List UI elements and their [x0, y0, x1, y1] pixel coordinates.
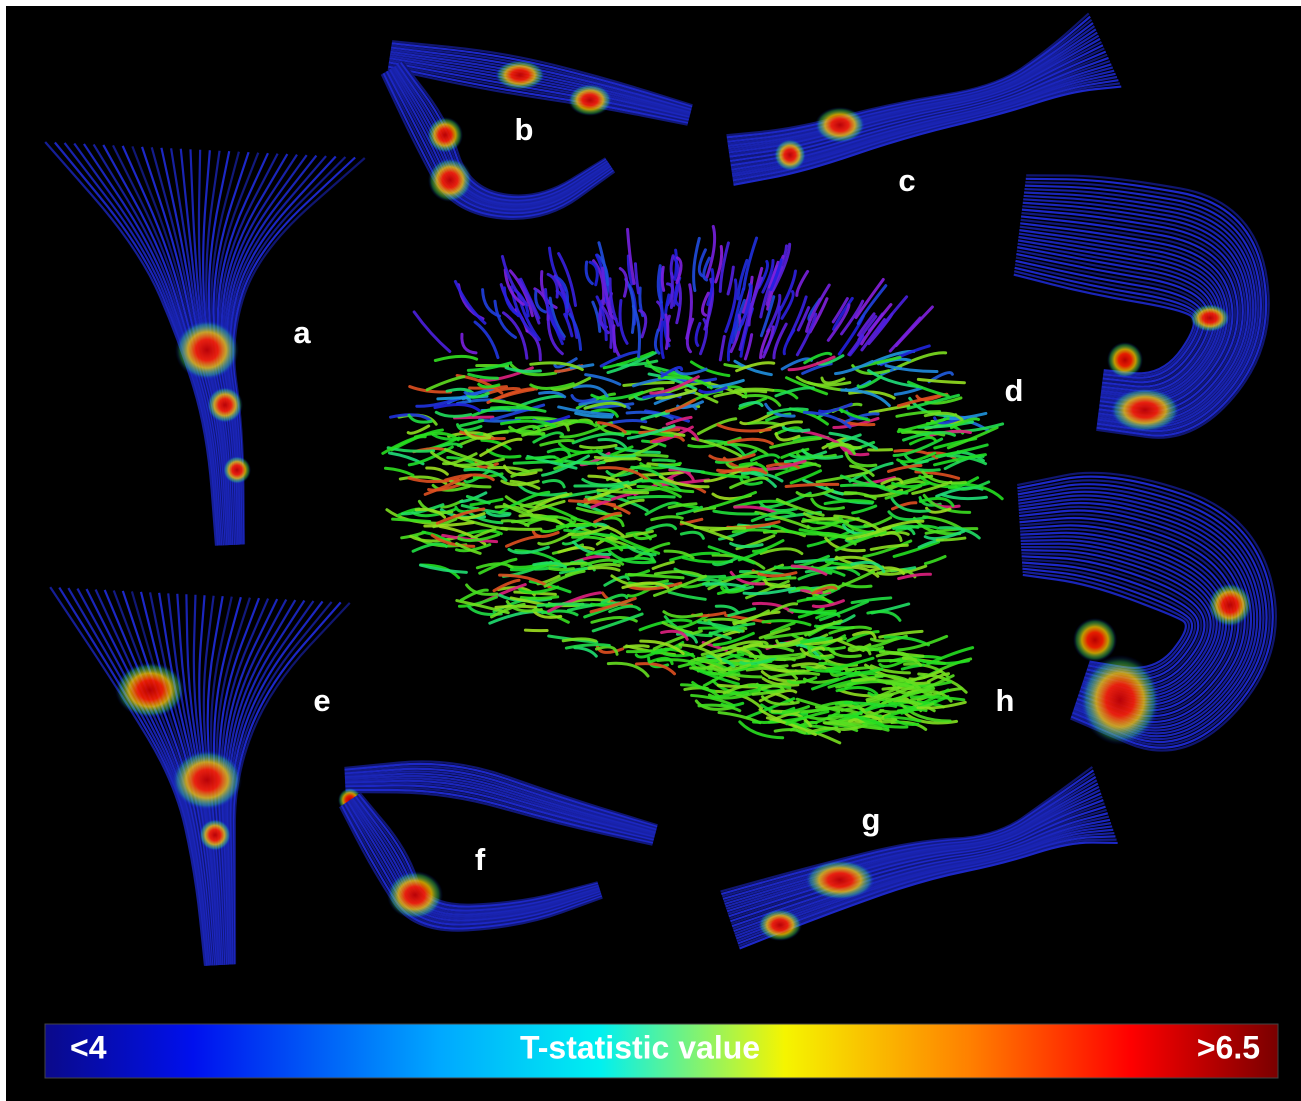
- hot-spot: [1208, 583, 1252, 627]
- brain-fiber: [691, 668, 712, 669]
- panel-label: e: [313, 683, 330, 718]
- brain-fiber: [527, 457, 554, 459]
- colorbar-max: >6.5: [1197, 1029, 1260, 1065]
- panel-label: b: [515, 112, 534, 147]
- hot-spot: [172, 750, 242, 810]
- brain-fiber: [662, 267, 663, 290]
- colorbar-min: <4: [70, 1029, 107, 1065]
- hot-spot: [568, 84, 612, 116]
- hot-spot: [427, 117, 463, 153]
- hot-spot: [175, 320, 239, 380]
- hot-spot: [1190, 304, 1230, 332]
- hot-spot: [1073, 618, 1117, 662]
- brain-fiber: [852, 679, 874, 681]
- brain-fiber: [502, 528, 541, 529]
- brain-fiber: [735, 389, 772, 390]
- hot-spot: [495, 60, 545, 90]
- brain-fiber: [628, 496, 674, 498]
- hot-spot: [1107, 342, 1143, 378]
- hot-spot: [805, 860, 875, 900]
- hot-spot: [758, 909, 802, 941]
- hot-spot: [387, 871, 443, 919]
- brain-fiber: [653, 460, 674, 461]
- brain-fiber: [879, 661, 915, 662]
- hot-spot: [774, 139, 806, 171]
- colorbar-title: T-statistic value: [520, 1029, 760, 1065]
- brain-fiber: [595, 457, 634, 459]
- hot-spot: [428, 158, 472, 202]
- brain-fiber: [625, 646, 649, 647]
- hot-spot: [815, 107, 865, 143]
- brain-fiber: [675, 250, 676, 279]
- brain-fiber: [557, 525, 589, 527]
- brain-fiber: [550, 569, 574, 570]
- hot-spot: [1110, 388, 1180, 432]
- brain-fiber: [538, 604, 591, 606]
- hot-spot: [115, 662, 185, 718]
- panel-label: f: [475, 842, 486, 877]
- panel-label: h: [996, 683, 1015, 718]
- brain-fiber: [841, 485, 882, 487]
- figure: <4 T-statistic value >6.5 a b c d e f g h: [0, 0, 1301, 1101]
- panel-label: a: [293, 315, 311, 350]
- panel-label: g: [862, 802, 881, 837]
- hot-spot: [223, 456, 251, 484]
- brain-fiber: [521, 597, 558, 599]
- hot-spot: [1080, 655, 1160, 745]
- panel-label: c: [898, 163, 915, 198]
- hot-spot: [207, 387, 243, 423]
- hot-spot: [199, 819, 231, 851]
- panel-label: d: [1005, 373, 1024, 408]
